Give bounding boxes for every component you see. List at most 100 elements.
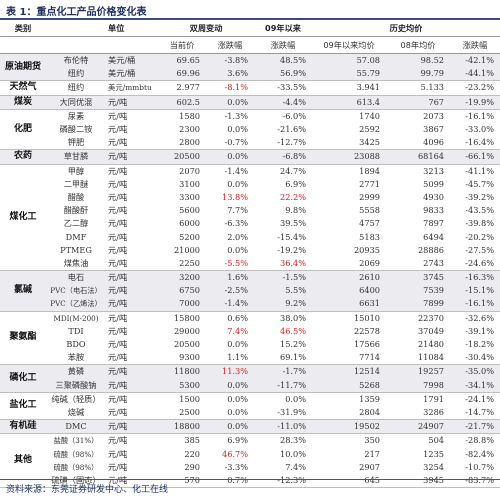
biweekly-change: -3.3% [224,461,249,472]
unit-cell: 元/吨 [106,378,158,393]
since09-change: -33.5% [254,80,313,96]
product-name: 盐酸（31%） [53,436,99,446]
history-change: -16.1% [450,297,500,312]
history-change: -82.4% [465,448,495,459]
product-name: 三聚磷酸钠 [46,378,106,393]
biweekly-change: -0.7% [206,136,255,151]
product-name: MDI(M-200) [53,313,99,323]
since09-change: 38.0% [280,312,307,323]
table-row: 纽约 美元/桶 69.96 3.6% 56.9% 55.79 99.79 -44.1% [0,67,500,82]
unit-cell: 元/吨 [106,405,158,421]
current-price: 20500 [173,339,200,350]
history-change: -44.1% [450,67,500,82]
current-price: 11800 [158,364,206,379]
product-name: 纽约 [46,80,106,96]
history-change: -21.7% [450,419,500,435]
product-name: 黄磷 [46,364,106,379]
table-row: 硫磺（固态）元/吨5700.7%-12.3%6453945-83.7% [0,473,500,488]
unit-cell: 元/吨 [108,448,128,459]
avg08-price: 6494 [423,231,445,242]
unit-cell: 元/吨 [106,419,158,435]
product-name: 纽约 [46,67,106,82]
table-row: 原油期货 布伦特 美元/桶 69.65 -3.8% 48.5% 57.08 98.52 -42.… [0,53,500,82]
avg08-price: 21480 [417,339,445,350]
current-price: 2500 [158,405,206,421]
avg08-price: 3286 [386,405,451,421]
table-row: PVC（乙烯法） 元/吨 7000 -1.4% 9.2% 6631 7899 -16.1% [0,297,500,312]
product-name: 大同优混 [46,95,106,110]
avg09-price: 2999 [359,191,381,202]
product-name: PVC（电石法） [46,284,106,298]
table-row: 煤焦油 元/吨 2250 -5.5% 36.4% 2069 2743 -24.6% [0,256,500,271]
history-change: -34.1% [450,378,500,393]
category-cell: 原油期货 [0,53,46,82]
subheader-change: 涨跌幅 [206,36,255,54]
since09-change: 9.8% [285,205,307,216]
since09-change: -12.7% [254,136,313,151]
unit-cell: 元/吨 [106,297,158,312]
avg09-price: 4757 [359,218,381,229]
biweekly-change: 13.8% [222,191,249,202]
avg08-price: 3213 [423,165,445,176]
biweekly-change: 2.0% [227,231,249,242]
avg08-price: 1235 [423,448,445,459]
table-row: 醋酸酐 元/吨 5600 7.7% 9.8% 5558 9833 -43.5% [0,204,500,217]
avg08-price: 11084 [386,351,451,366]
category-cell: 磷化工 [0,364,46,393]
avg09-price: 2610 [312,270,387,285]
history-change: -35.0% [450,364,500,379]
avg08-price: 3254 [423,461,445,472]
unit-cell: 元/吨 [108,165,128,176]
category-cell: 其他 [0,433,46,488]
table-body: 原油期货 布伦特 美元/桶 69.65 -3.8% 48.5% 57.08 98.52 -42.… [0,53,500,488]
since09-change: 28.3% [280,435,307,446]
current-price: 385 [184,435,200,446]
unit-cell: 元/吨 [108,461,128,472]
history-change: -83.7% [450,473,500,488]
avg08-price: 2743 [386,256,451,271]
avg08-price: 3945 [386,473,451,488]
unit-cell: 元/吨 [106,256,158,271]
unit-cell: 元/吨 [108,325,128,336]
unit-cell: 元/吨 [108,124,128,135]
unit-cell: 元/吨 [108,191,128,202]
since09-change: -1.5% [254,270,313,285]
unit-cell: 元/吨 [108,178,128,189]
table-row: 磷酸二铵 元/吨 2300 0.0% -21.6% 2592 3867 -33.0% [0,123,500,136]
history-change: -10.7% [465,461,495,472]
history-change: -42.1% [450,53,500,68]
table-title: 表 1：重点化工产品价格变化表 [6,7,147,18]
current-price: 2300 [179,124,200,135]
table-row: 乙二醇 元/吨 6000 -6.3% 39.5% 4757 7897 -39.8% [0,217,500,230]
avg08-price: 7899 [386,297,451,312]
table-row: 煤炭 大同优混 元/吨 602.5 0.0% -4.4% 613.4 767 -19.9% [0,95,500,110]
table-row: 其他 盐酸（31%） 元/吨 385 6.9% 28.3% 350 504 -28.8% [0,433,500,488]
product-name: 钾肥 [46,136,106,151]
current-price: 602.5 [158,95,206,110]
table-row: 盐化工 纯碱（轻质） 元/吨 1500 0.0% 0.0% 1359 1791 -24.1% [0,392,500,421]
table-row: PVC（电石法） 元/吨 6750 -2.5% 5.5% 6400 7539 -15.1% [0,284,500,298]
avg08-price: 1791 [423,393,445,404]
biweekly-change: -3.8% [206,53,255,68]
unit-cell: 元/吨 [106,136,158,151]
subheader-hist08: 08年均价 [386,36,451,54]
unit-cell: 元/吨 [108,110,128,121]
current-price: 15800 [173,312,200,323]
since09-change: 6.9% [285,178,307,189]
product-name: PTMEG [60,244,92,255]
product-name: 乙二醇 [63,218,89,229]
product-name: 煤焦油 [46,256,106,271]
avg09-price: 350 [364,435,381,446]
biweekly-change: 0.6% [227,312,249,323]
since09-change: 56.9% [254,67,313,82]
biweekly-change: -8.1% [206,80,255,96]
current-price: 1580 [179,110,200,121]
current-price: 69.96 [158,67,206,82]
biweekly-change: 0.0% [227,124,249,135]
biweekly-change: 11.3% [206,364,255,379]
history-change: -32.6% [465,312,495,323]
avg08-price: 19257 [386,364,451,379]
table-row: 磷化工 黄磷 元/吨 11800 11.3% -1.7% 12514 19257 -35.0% [0,364,500,393]
since09-change: 48.5% [254,53,313,68]
current-price: 2070 [179,165,200,176]
